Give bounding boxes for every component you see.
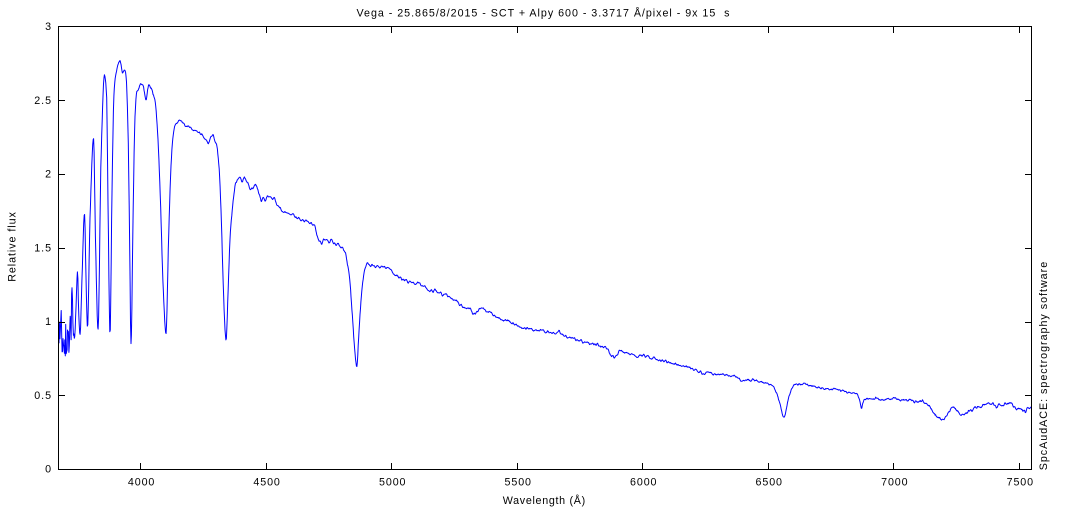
svg-text:0: 0 (45, 464, 52, 476)
svg-text:SpcAudACE: spectrography softw: SpcAudACE: spectrography software (1038, 261, 1050, 470)
svg-text:3: 3 (45, 21, 52, 33)
svg-text:0.5: 0.5 (34, 390, 52, 402)
svg-text:7500: 7500 (1007, 477, 1034, 489)
svg-text:5000: 5000 (379, 477, 406, 489)
svg-text:1.5: 1.5 (34, 242, 52, 254)
svg-text:6500: 6500 (756, 477, 783, 489)
svg-text:7000: 7000 (881, 477, 908, 489)
svg-text:5500: 5500 (505, 477, 532, 489)
svg-text:4000: 4000 (128, 477, 155, 489)
svg-text:4500: 4500 (253, 477, 280, 489)
svg-text:Relative flux: Relative flux (6, 211, 18, 282)
svg-text:2.5: 2.5 (34, 95, 52, 107)
svg-text:Vega - 25.865/8/2015 - SCT + A: Vega - 25.865/8/2015 - SCT + Alpy 600 - … (357, 7, 731, 20)
svg-text:1: 1 (45, 316, 52, 328)
svg-text:2: 2 (45, 169, 52, 181)
svg-text:6000: 6000 (630, 477, 657, 489)
svg-text:Wavelength (Å): Wavelength (Å) (503, 494, 586, 507)
